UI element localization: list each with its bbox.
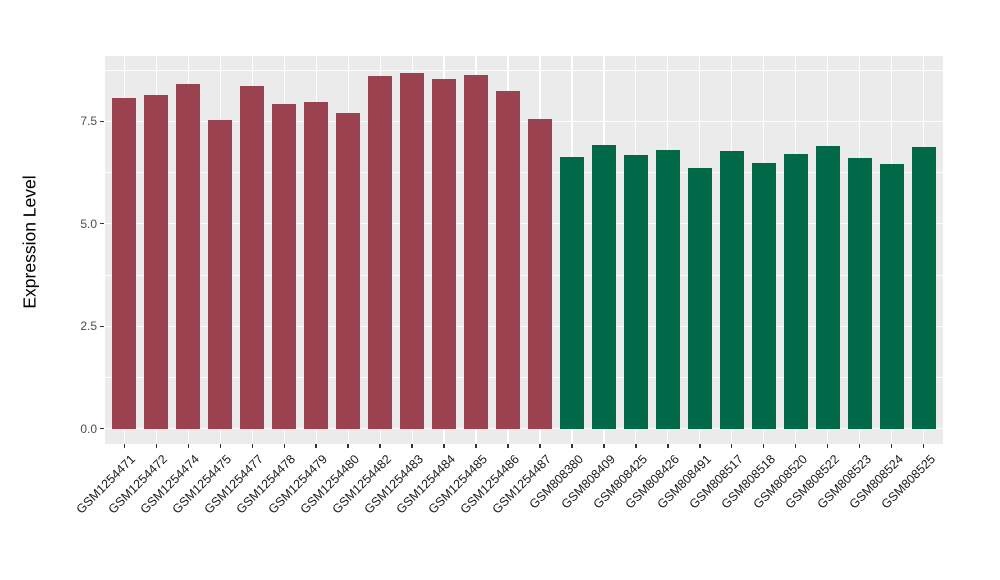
bar-GSM808523: [847, 157, 872, 429]
x-tick-mark: [891, 444, 893, 448]
bar-GSM1254482: [368, 76, 393, 429]
x-tick-mark: [315, 444, 317, 448]
bar-GSM808520: [783, 154, 808, 429]
major-gridline: [105, 120, 943, 122]
bar-GSM1254472: [144, 94, 169, 429]
bar-GSM1254486: [496, 90, 520, 429]
y-tick-mark: [100, 325, 104, 327]
y-tick-mark: [100, 223, 104, 225]
plot-panel: [105, 56, 943, 444]
bar-GSM808425: [623, 154, 648, 429]
bar-GSM1254474: [176, 83, 201, 429]
x-tick-mark: [219, 444, 221, 448]
x-tick-mark: [251, 444, 253, 448]
minor-gridline: [105, 69, 943, 71]
bar-GSM1254475: [208, 119, 233, 429]
bar-GSM808380: [559, 157, 584, 429]
bar-GSM1254484: [432, 78, 457, 429]
bar-GSM808524: [879, 164, 904, 429]
minor-gridline: [105, 377, 943, 378]
bar-GSM808522: [815, 145, 840, 429]
bar-GSM1254483: [400, 73, 425, 429]
bar-GSM1254485: [464, 74, 488, 429]
minor-gridline: [105, 274, 943, 276]
y-tick-mark: [100, 120, 104, 122]
x-tick-mark: [667, 444, 669, 448]
x-tick-mark: [475, 444, 477, 448]
bar-GSM1254487: [527, 118, 552, 429]
x-tick-mark: [571, 444, 573, 448]
x-tick-mark: [443, 444, 445, 448]
bar-GSM1254478: [272, 103, 297, 429]
x-tick-mark: [347, 444, 349, 448]
bar-GSM1254477: [240, 85, 265, 429]
x-tick-mark: [155, 444, 157, 448]
x-tick-mark: [603, 444, 605, 448]
x-tick-mark: [635, 444, 637, 448]
y-tick-mark: [100, 428, 104, 430]
bar-GSM808517: [719, 150, 744, 429]
y-tick-label: 0.0: [80, 421, 97, 436]
y-axis-title: Expression Level: [19, 175, 40, 309]
bar-GSM808491: [687, 167, 712, 429]
major-gridline: [105, 223, 943, 225]
bar-GSM808525: [911, 147, 936, 429]
y-tick-label: 7.5: [80, 114, 97, 129]
x-tick-mark: [507, 444, 509, 448]
x-tick-mark: [731, 444, 733, 448]
bar-GSM808426: [655, 149, 680, 429]
x-tick-mark: [859, 444, 861, 448]
x-tick-mark: [411, 444, 413, 448]
bar-GSM1254471: [112, 98, 137, 429]
x-tick-mark: [795, 444, 797, 448]
minor-gridline: [105, 172, 943, 173]
y-tick-label: 2.5: [80, 319, 97, 334]
major-gridline: [105, 428, 943, 430]
x-tick-mark: [763, 444, 765, 448]
x-tick-mark: [187, 444, 189, 448]
bar-GSM1254479: [304, 102, 329, 429]
x-tick-mark: [827, 444, 829, 448]
x-tick-mark: [539, 444, 541, 448]
x-tick-mark: [699, 444, 701, 448]
bar-GSM1254480: [336, 113, 361, 429]
x-tick-mark: [123, 444, 125, 448]
bar-GSM808409: [591, 145, 616, 429]
bar-GSM808518: [751, 162, 776, 429]
x-tick-mark: [283, 444, 285, 448]
x-tick-mark: [379, 444, 381, 448]
y-tick-label: 5.0: [80, 216, 97, 231]
x-tick-mark: [923, 444, 925, 448]
major-gridline: [105, 325, 943, 327]
